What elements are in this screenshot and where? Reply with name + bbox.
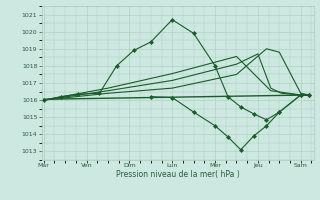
X-axis label: Pression niveau de la mer( hPa ): Pression niveau de la mer( hPa ): [116, 170, 239, 179]
